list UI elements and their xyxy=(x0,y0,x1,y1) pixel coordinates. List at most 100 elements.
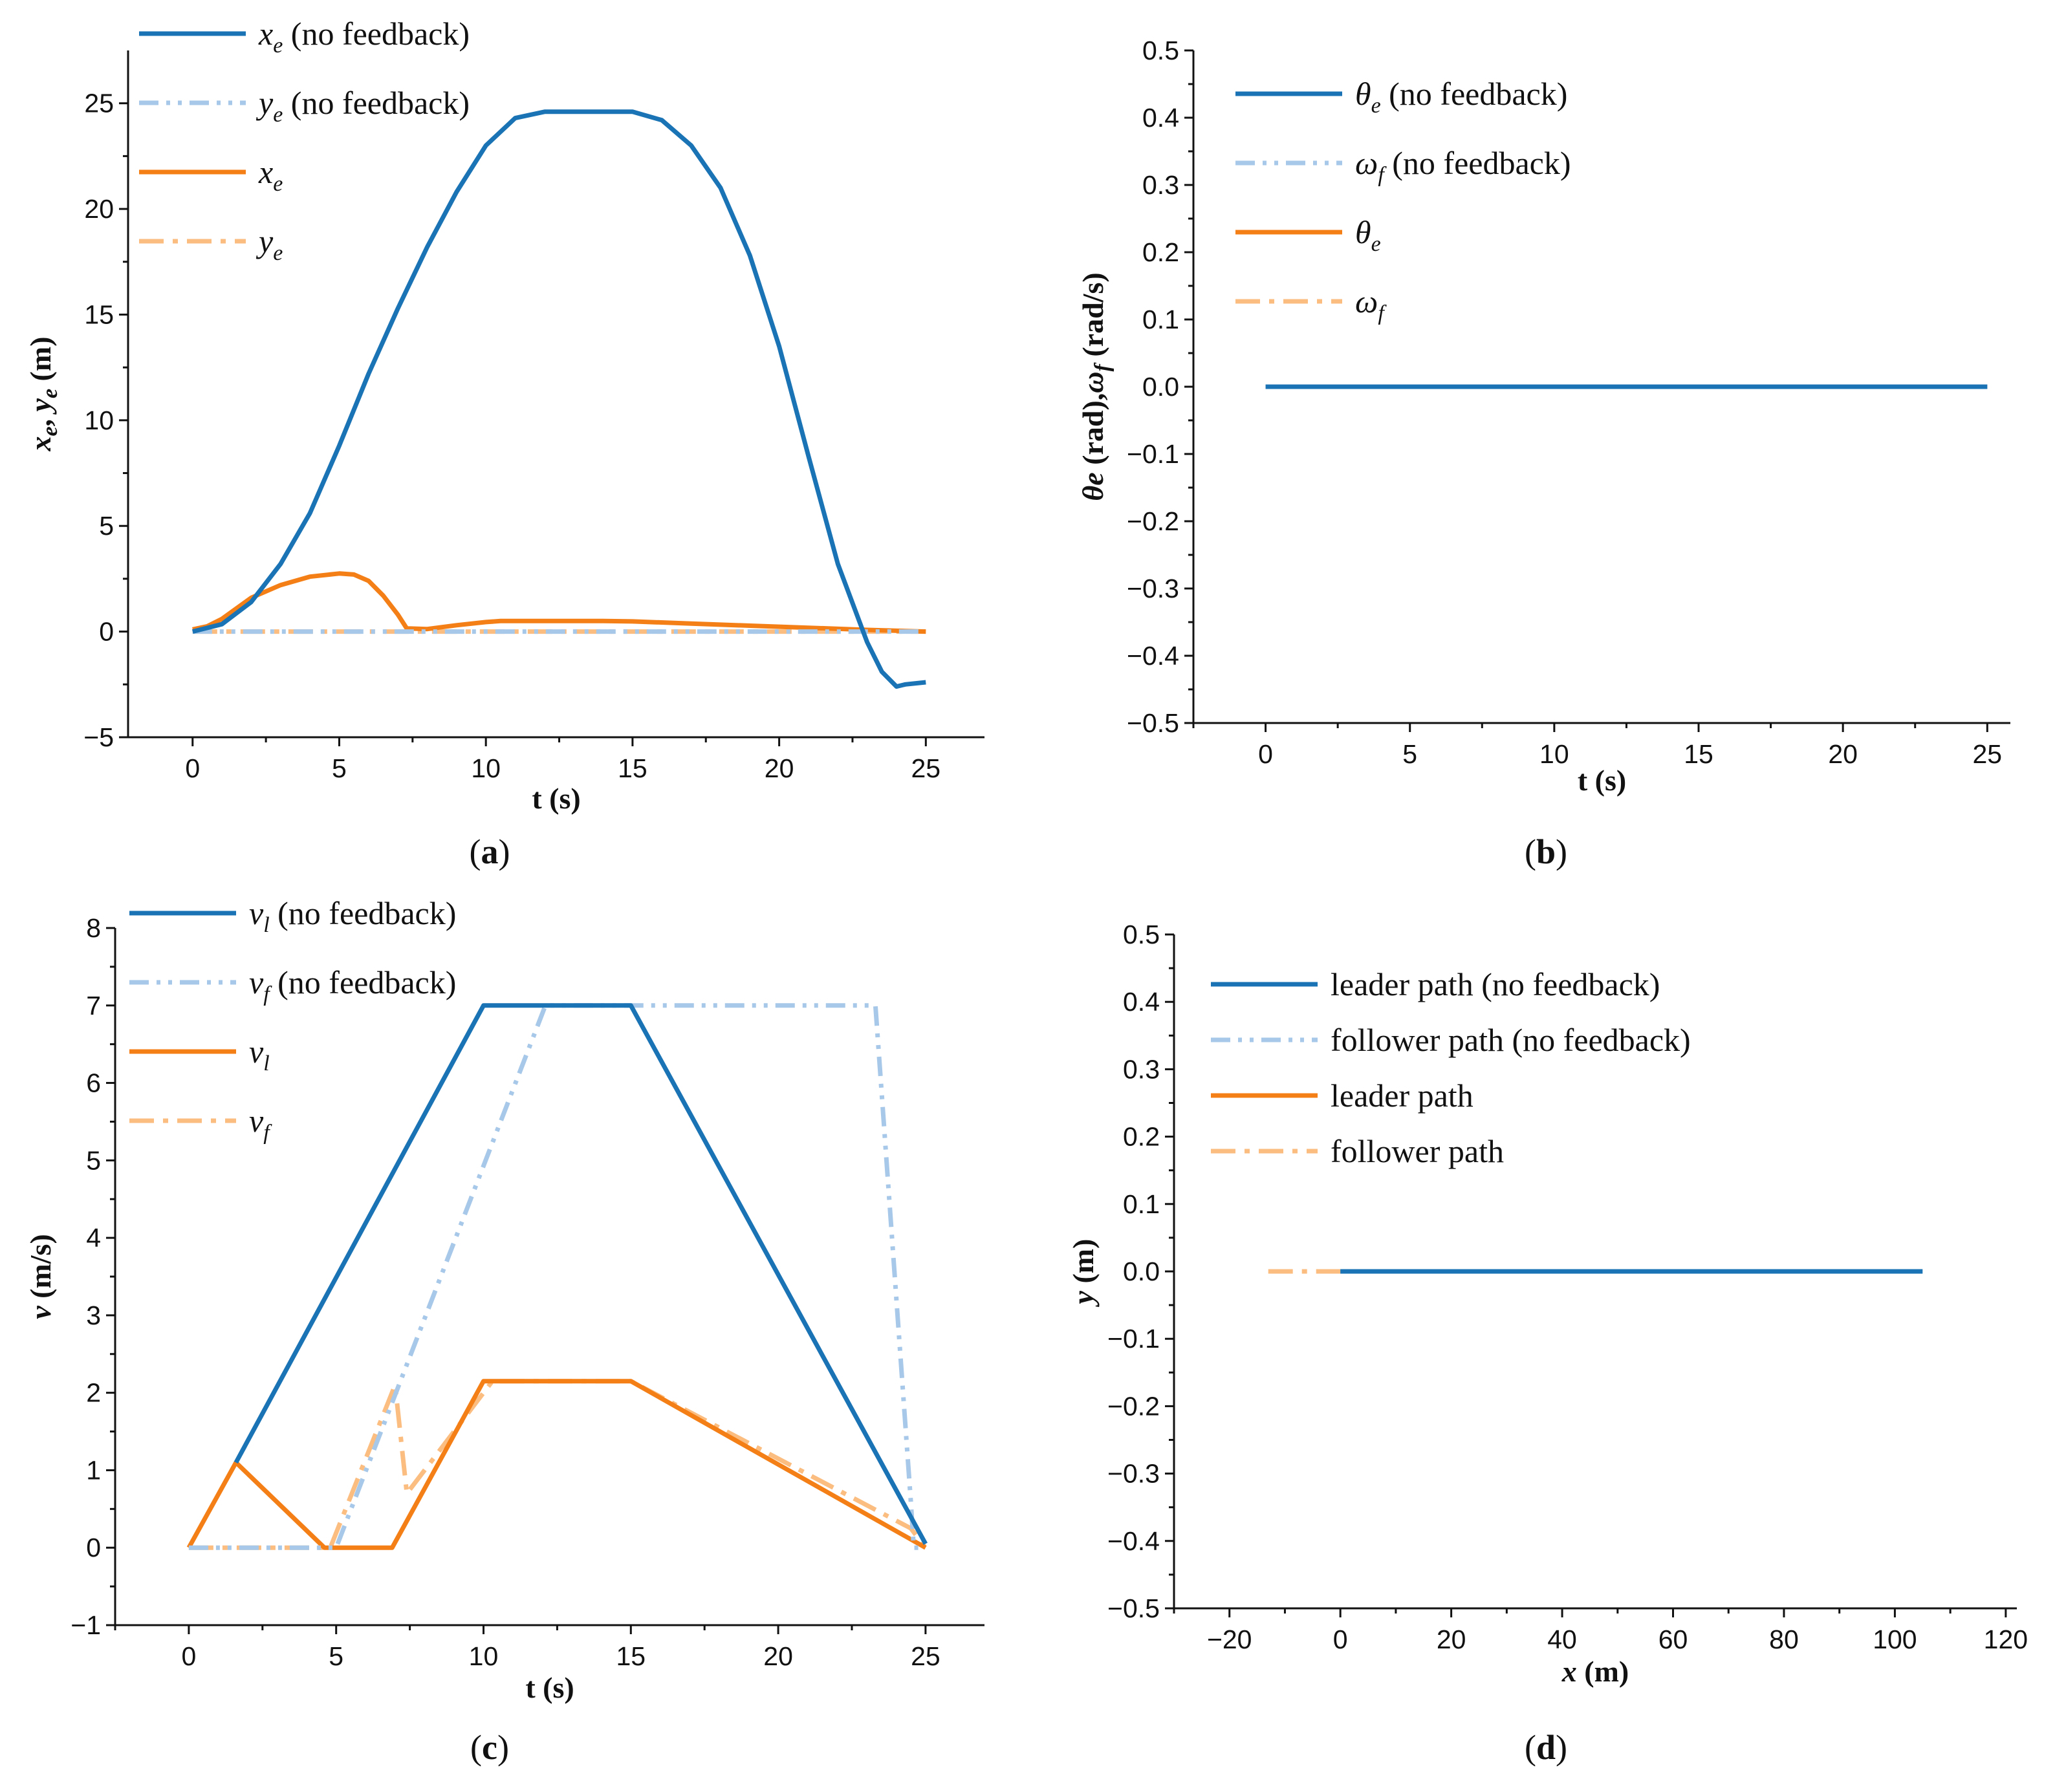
y-tick-label: 7 xyxy=(86,991,101,1020)
y-tick-label: −5 xyxy=(83,722,114,752)
x-tick-label: 20 xyxy=(763,1641,793,1671)
y-axis-title-part: e xyxy=(1076,472,1109,485)
y-axis-title-part: e xyxy=(38,389,62,398)
y-axis-title-part: θ xyxy=(1076,486,1109,501)
y-axis-title-part: x xyxy=(24,437,57,452)
x-tick-label: 120 xyxy=(1984,1625,2028,1654)
x-tick-label: 80 xyxy=(1769,1625,1799,1654)
y-tick-label: −0.5 xyxy=(1107,1593,1160,1623)
legend-label-sub: e xyxy=(273,34,283,58)
legend-label-main: v xyxy=(249,964,264,1000)
legend-label-main: follower path (no feedback) xyxy=(1331,1022,1691,1058)
legend-label: θe xyxy=(1355,214,1381,256)
x-tick-label: 20 xyxy=(1437,1625,1466,1654)
y-axis-title: xe, ye (m) xyxy=(24,336,62,451)
legend-label-main: y xyxy=(256,223,274,259)
y-tick-label: −0.1 xyxy=(1127,439,1179,469)
x-tick-label: 10 xyxy=(471,753,501,783)
legend-label-main: y xyxy=(256,85,274,121)
x-tick-label: 0 xyxy=(1333,1625,1348,1654)
x-tick-label: 5 xyxy=(332,753,347,783)
y-axis-title-part: (m) xyxy=(1067,1239,1100,1291)
x-tick-label: 20 xyxy=(765,753,794,783)
y-tick-label: 0.2 xyxy=(1142,237,1179,267)
y-tick-label: −0.2 xyxy=(1127,506,1179,536)
x-tick-label: 15 xyxy=(618,753,647,783)
legend-label: follower path xyxy=(1331,1133,1504,1169)
legend-label-sub: f xyxy=(263,1121,272,1145)
y-tick-label: −0.1 xyxy=(1107,1324,1160,1354)
series-line-c-3 xyxy=(188,1379,928,1550)
legend-label-sub: e xyxy=(1371,94,1381,118)
y-tick-label: −1 xyxy=(71,1610,101,1640)
y-tick-label: 0.0 xyxy=(1123,1257,1160,1286)
y-tick-label: 0.4 xyxy=(1142,103,1179,133)
y-axis-title-part: y xyxy=(24,398,57,415)
x-axis-title: t (s) xyxy=(532,782,580,815)
legend-label-rest: (no feedback) xyxy=(283,85,470,121)
y-tick-label: 6 xyxy=(86,1068,101,1098)
y-tick-label: 0.3 xyxy=(1142,170,1179,200)
panel-label-letter: a xyxy=(481,832,499,871)
x-tick-label: 15 xyxy=(1684,739,1713,769)
x-tick-label: 25 xyxy=(911,1641,941,1671)
series-line-c-1 xyxy=(188,1003,926,1550)
x-axis-title-unit: (m) xyxy=(1577,1655,1629,1688)
y-tick-label: −0.3 xyxy=(1107,1459,1160,1489)
y-axis-title-part: y xyxy=(1067,1290,1100,1307)
y-tick-label: −0.5 xyxy=(1127,708,1179,738)
y-tick-label: 15 xyxy=(84,299,114,329)
y-tick-label: 5 xyxy=(86,1145,101,1175)
y-axis-title-part: f xyxy=(1091,362,1114,371)
legend-label: vl xyxy=(249,1033,270,1075)
legend-label-main: leader path xyxy=(1331,1077,1473,1114)
legend-label-rest: (no feedback) xyxy=(1381,76,1568,112)
y-tick-label: −0.4 xyxy=(1127,641,1179,671)
legend-label-main: θ xyxy=(1355,214,1371,250)
legend-label-sub: l xyxy=(263,1052,269,1075)
legend-label-main: leader path (no feedback) xyxy=(1331,966,1660,1002)
y-tick-label: −0.4 xyxy=(1107,1526,1160,1556)
legend-label: vf (no feedback) xyxy=(249,964,456,1006)
y-tick-label: 10 xyxy=(84,405,114,435)
y-tick-label: 0.2 xyxy=(1123,1122,1160,1152)
legend-label: follower path (no feedback) xyxy=(1331,1022,1691,1058)
panel-label: (b) xyxy=(1525,832,1567,871)
x-tick-label: 40 xyxy=(1547,1625,1577,1654)
legend-label-sub: e xyxy=(273,103,283,127)
x-tick-label: 0 xyxy=(181,1641,196,1671)
x-tick-label: 10 xyxy=(1539,739,1569,769)
y-tick-label: 4 xyxy=(86,1223,101,1253)
legend-label-sub: e xyxy=(273,172,283,196)
y-tick-label: 0.1 xyxy=(1123,1189,1160,1219)
legend-label: θe (no feedback) xyxy=(1355,76,1567,118)
legend-label-main: x xyxy=(258,16,273,52)
y-axis-title-part: (rad/s) xyxy=(1076,272,1109,364)
legend-label: xe (no feedback) xyxy=(258,16,470,58)
y-axis-title: v (m/s) xyxy=(24,1234,57,1319)
x-tick-label: 0 xyxy=(1258,739,1273,769)
series-line-c-0 xyxy=(234,1003,928,1545)
legend-label-sub: e xyxy=(273,241,283,265)
series-line-a-2 xyxy=(192,571,926,634)
panel-label-paren: ( xyxy=(470,1728,482,1767)
legend-label: vf xyxy=(249,1103,272,1145)
legend-label: leader path (no feedback) xyxy=(1331,966,1660,1002)
legend-label-sub: l xyxy=(263,913,269,937)
x-tick-label: 20 xyxy=(1828,739,1858,769)
legend-label: vl (no feedback) xyxy=(249,895,456,937)
x-tick-label: 5 xyxy=(1402,739,1417,769)
legend-label-main: ω xyxy=(1355,145,1378,181)
x-tick-label: 25 xyxy=(911,753,941,783)
y-tick-label: 0.4 xyxy=(1123,987,1160,1017)
panel-label-paren: ( xyxy=(470,832,481,871)
y-tick-label: 0.5 xyxy=(1142,36,1179,65)
y-axis-title-part: (m/s) xyxy=(24,1234,57,1306)
legend-label-main: v xyxy=(249,1103,264,1139)
y-axis-title-part: (rad), xyxy=(1076,393,1109,473)
y-tick-label: 0 xyxy=(86,1533,101,1562)
y-tick-label: 0.5 xyxy=(1123,920,1160,949)
legend-label: ωf (no feedback) xyxy=(1355,145,1571,187)
